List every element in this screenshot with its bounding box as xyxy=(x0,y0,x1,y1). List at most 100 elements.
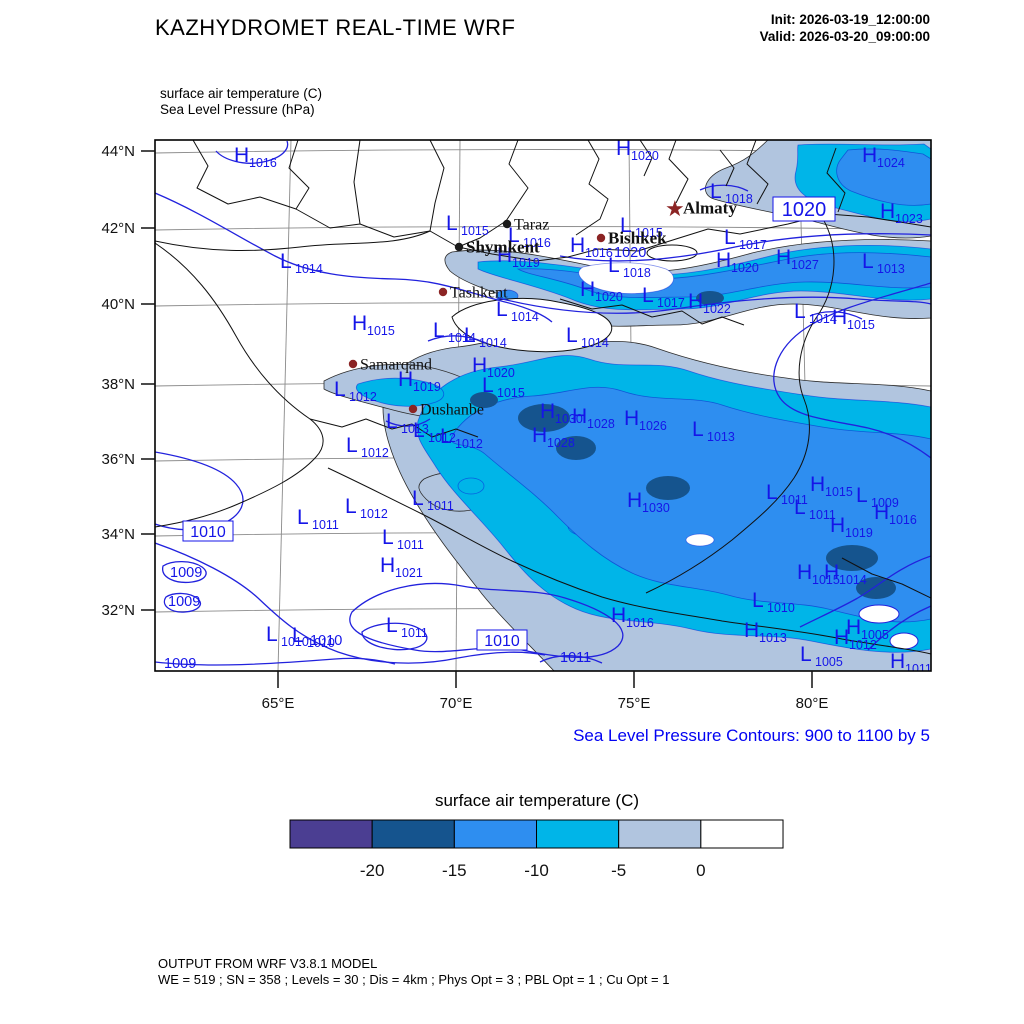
pressure-label-H1015: H 1015 xyxy=(832,306,875,332)
svg-text:1021: 1021 xyxy=(395,566,423,580)
contour-value-label: 1010 xyxy=(310,633,342,649)
valley-and-lake-cutouts xyxy=(451,244,919,650)
city-taraz: Taraz xyxy=(502,217,549,234)
svg-text:H: H xyxy=(624,407,639,430)
pressure-label-H1021: H 1021 xyxy=(380,554,423,580)
country-borders xyxy=(155,140,931,655)
svg-text:1010: 1010 xyxy=(767,601,795,615)
pressure-label-L1018: L 1018 xyxy=(608,254,651,280)
svg-text:1023: 1023 xyxy=(895,212,923,226)
field-label-pressure: Sea Level Pressure (hPa) xyxy=(160,102,315,117)
svg-text:L: L xyxy=(608,254,620,277)
svg-text:L: L xyxy=(620,214,632,237)
svg-text:1011: 1011 xyxy=(905,662,932,676)
pressure-label-H1019: H 1019 xyxy=(497,244,540,270)
svg-text:H: H xyxy=(688,290,703,313)
footer-line2: WE = 519 ; SN = 358 ; Levels = 30 ; Dis … xyxy=(158,972,670,987)
pressure-label-H1030: H 1030 xyxy=(627,489,670,515)
svg-text:L: L xyxy=(386,614,398,637)
svg-text:1011: 1011 xyxy=(312,518,339,532)
pressure-label-L1014: L 1014 xyxy=(566,324,609,350)
svg-text:1011: 1011 xyxy=(401,626,428,640)
pressure-label-H1024: H 1024 xyxy=(862,144,905,170)
svg-text:1011: 1011 xyxy=(809,508,836,522)
svg-text:H: H xyxy=(846,616,861,639)
run-times: Init: 2026-03-19_12:00:00 Valid: 2026-03… xyxy=(760,11,930,45)
pressure-label-L1017: L 1017 xyxy=(724,226,767,252)
svg-text:H: H xyxy=(532,424,547,447)
svg-text:1013: 1013 xyxy=(401,422,429,436)
svg-text:H: H xyxy=(830,514,845,537)
svg-text:1014: 1014 xyxy=(448,331,476,345)
pressure-label-L1012: L 1012 xyxy=(334,378,377,404)
pressure-label-L1012: L 1012 xyxy=(345,495,388,521)
svg-text:H: H xyxy=(810,473,825,496)
pressure-label-L1011: L 1011 xyxy=(386,614,428,640)
parallel-line xyxy=(155,226,931,231)
svg-text:L: L xyxy=(280,250,292,273)
svg-text:H: H xyxy=(797,561,812,584)
lon-tick-label: 75°E xyxy=(618,695,651,712)
pressure-label-L1013: L 1013 xyxy=(862,250,905,276)
city-shymkent: Shymkent xyxy=(454,238,540,257)
contour-value-label: 1011 xyxy=(560,650,591,666)
svg-text:1013: 1013 xyxy=(707,430,735,444)
pressure-label-L1012: L 1012 xyxy=(440,425,483,451)
svg-text:1028: 1028 xyxy=(547,436,575,450)
city-dot-icon xyxy=(438,287,448,297)
svg-text:1010: 1010 xyxy=(307,636,335,650)
lat-tick-label: 40°N xyxy=(101,296,135,313)
pressure-label-L1010: L 1010 xyxy=(752,589,795,615)
svg-text:1013: 1013 xyxy=(877,262,905,276)
pressure-label-L1010: L 1010 xyxy=(266,623,309,649)
svg-text:1014: 1014 xyxy=(581,336,609,350)
svg-text:H: H xyxy=(570,234,585,257)
lat-tick-label: 36°N xyxy=(101,451,135,468)
svg-text:L: L xyxy=(266,623,278,646)
svg-text:1013: 1013 xyxy=(759,631,787,645)
valid-time: Valid: 2026-03-20_09:00:00 xyxy=(759,29,930,44)
city-bishkek: Bishkek xyxy=(596,229,667,248)
svg-text:1010: 1010 xyxy=(281,635,309,649)
svg-text:L: L xyxy=(794,300,806,323)
svg-text:H: H xyxy=(874,501,889,524)
pressure-label-H1005: H 1005 xyxy=(846,616,889,642)
svg-text:1016: 1016 xyxy=(585,246,613,260)
svg-text:1011: 1011 xyxy=(427,499,454,513)
city-label: Shymkent xyxy=(466,238,540,257)
svg-text:1015: 1015 xyxy=(367,324,395,338)
lon-tick-label: 80°E xyxy=(796,695,829,712)
pressure-label-L1012: L 1012 xyxy=(346,434,389,460)
pressure-label-H1011: H 1011 xyxy=(890,650,932,676)
svg-text:H: H xyxy=(472,354,487,377)
contour-value-label: 1020 xyxy=(614,245,646,261)
pressure-label-H1030: H 1030 xyxy=(540,400,583,426)
issyk-kul-lake xyxy=(646,244,698,262)
svg-text:H: H xyxy=(580,278,595,301)
pressure-label-L1011: L 1011 xyxy=(766,481,808,507)
svg-text:H: H xyxy=(611,604,626,627)
svg-text:1015: 1015 xyxy=(825,485,853,499)
pressure-label-H1016: H 1016 xyxy=(234,144,277,170)
pressure-contours xyxy=(155,140,931,666)
city-markers: Taraz Shymkent Bishkek ★Almaty Tashkent Samar… xyxy=(348,196,737,419)
contour-value-label: 1009 xyxy=(170,565,202,581)
footer-model-info: OUTPUT FROM WRF V3.8.1 MODEL WE = 519 ; … xyxy=(158,956,669,988)
svg-text:L: L xyxy=(800,643,812,666)
colorbar-tick-label: 0 xyxy=(696,861,705,880)
pressure-label-H1013: H 1013 xyxy=(744,619,787,645)
pressure-label-H1020: H 1020 xyxy=(716,249,759,275)
footer-line1: OUTPUT FROM WRF V3.8.1 MODEL xyxy=(158,956,378,971)
pressure-label-H1015: H 1015 xyxy=(810,473,853,499)
svg-text:1014: 1014 xyxy=(839,573,867,587)
svg-text:H: H xyxy=(862,144,877,167)
svg-text:L: L xyxy=(345,495,357,518)
svg-text:1026: 1026 xyxy=(639,419,667,433)
svg-text:L: L xyxy=(856,484,868,507)
svg-text:1016: 1016 xyxy=(889,513,917,527)
svg-text:L: L xyxy=(642,284,654,307)
svg-text:1020: 1020 xyxy=(782,199,827,221)
city-label: Tashkent xyxy=(450,285,508,302)
pressure-label-H1020: H 1020 xyxy=(616,140,659,163)
